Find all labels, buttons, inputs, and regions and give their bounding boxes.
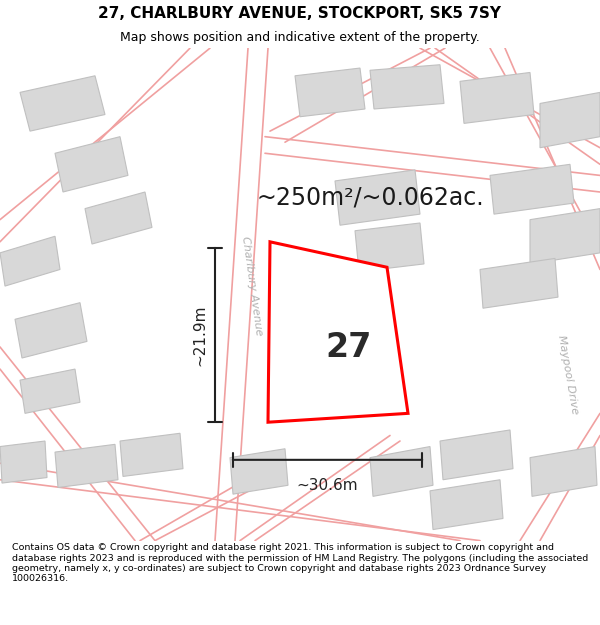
- Text: Charlbury Avenue: Charlbury Avenue: [240, 236, 264, 336]
- Polygon shape: [370, 446, 433, 496]
- Polygon shape: [440, 430, 513, 480]
- Polygon shape: [230, 449, 288, 494]
- Polygon shape: [490, 164, 574, 214]
- Text: Contains OS data © Crown copyright and database right 2021. This information is : Contains OS data © Crown copyright and d…: [12, 543, 588, 583]
- Polygon shape: [355, 223, 424, 272]
- Polygon shape: [85, 192, 152, 244]
- Polygon shape: [20, 369, 80, 413]
- Polygon shape: [335, 170, 420, 225]
- Text: 27, CHARLBURY AVENUE, STOCKPORT, SK5 7SY: 27, CHARLBURY AVENUE, STOCKPORT, SK5 7SY: [98, 6, 502, 21]
- Text: ~30.6m: ~30.6m: [296, 478, 358, 492]
- Text: Maypool Drive: Maypool Drive: [556, 334, 580, 415]
- Polygon shape: [120, 433, 183, 476]
- Polygon shape: [20, 76, 105, 131]
- Polygon shape: [295, 68, 365, 117]
- Polygon shape: [530, 446, 597, 496]
- Polygon shape: [15, 302, 87, 358]
- Polygon shape: [480, 258, 558, 308]
- Polygon shape: [0, 441, 47, 483]
- Polygon shape: [268, 242, 408, 422]
- Polygon shape: [430, 480, 503, 529]
- Polygon shape: [530, 209, 600, 264]
- Polygon shape: [315, 367, 363, 404]
- Polygon shape: [55, 137, 128, 192]
- Text: ~250m²/~0.062ac.: ~250m²/~0.062ac.: [256, 186, 484, 209]
- Text: ~21.9m: ~21.9m: [192, 304, 207, 366]
- Polygon shape: [310, 317, 368, 364]
- Polygon shape: [55, 444, 118, 488]
- Text: 27: 27: [325, 331, 371, 364]
- Polygon shape: [370, 65, 444, 109]
- Polygon shape: [0, 236, 60, 286]
- Text: Map shows position and indicative extent of the property.: Map shows position and indicative extent…: [120, 31, 480, 44]
- Polygon shape: [540, 92, 600, 148]
- Polygon shape: [460, 72, 534, 123]
